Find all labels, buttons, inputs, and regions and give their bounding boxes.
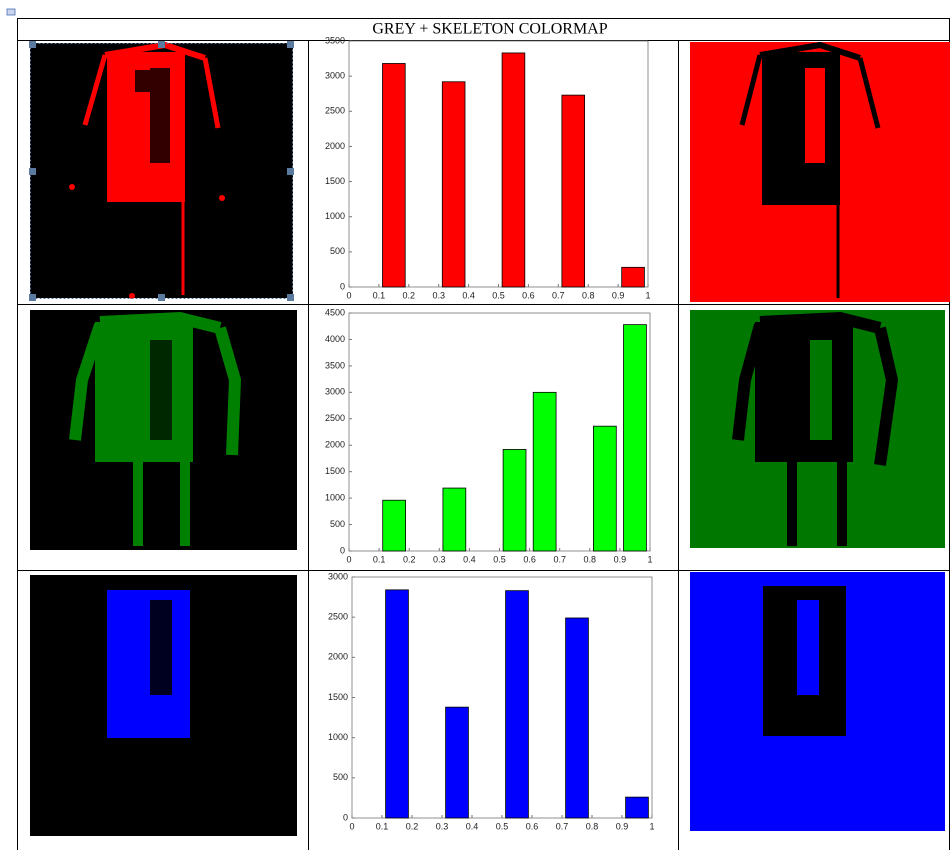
histogram-bar xyxy=(443,488,466,551)
y-tick-label: 1000 xyxy=(328,732,348,742)
histogram-bar xyxy=(533,392,556,551)
y-tick-label: 500 xyxy=(333,772,348,782)
histogram-bar xyxy=(626,797,649,818)
histogram-bar xyxy=(502,53,525,287)
y-tick-label: 2500 xyxy=(325,106,345,116)
x-tick-label: 0.7 xyxy=(553,554,566,564)
histogram-bar xyxy=(622,267,645,287)
y-tick-label: 3500 xyxy=(325,35,345,45)
y-tick-label: 0 xyxy=(340,545,345,555)
x-tick-label: 0.4 xyxy=(462,290,475,300)
histogram-bar xyxy=(442,82,465,287)
y-tick-label: 3000 xyxy=(325,387,345,397)
red-skeleton-image xyxy=(30,43,293,299)
x-tick-label: 0.9 xyxy=(616,821,629,831)
y-tick-label: 3000 xyxy=(328,571,348,581)
green-skeleton-image xyxy=(30,310,297,550)
x-tick-label: 0.9 xyxy=(614,554,627,564)
histogram-bar xyxy=(624,325,647,551)
y-tick-label: 500 xyxy=(330,246,345,256)
y-tick-label: 0 xyxy=(340,281,345,291)
x-tick-label: 0.3 xyxy=(433,554,446,564)
x-tick-label: 0 xyxy=(346,554,351,564)
y-tick-label: 1500 xyxy=(325,466,345,476)
anchor-icon xyxy=(7,9,15,15)
blue-skeleton-image xyxy=(30,575,297,836)
y-tick-label: 2500 xyxy=(328,612,348,622)
y-tick-label: 500 xyxy=(330,519,345,529)
x-tick-label: 0.5 xyxy=(493,554,506,564)
y-tick-label: 2000 xyxy=(328,652,348,662)
x-tick-label: 0.5 xyxy=(496,821,509,831)
histogram-bar xyxy=(593,426,616,551)
x-tick-label: 0.8 xyxy=(586,821,599,831)
y-tick-label: 4000 xyxy=(325,334,345,344)
x-tick-label: 0.4 xyxy=(466,821,479,831)
y-tick-label: 1500 xyxy=(325,176,345,186)
histogram-bar xyxy=(503,449,526,551)
blue-inverse-image xyxy=(690,572,945,831)
histogram-bar xyxy=(386,590,409,818)
x-tick-label: 0.2 xyxy=(403,290,416,300)
page: GREY + SKELETON COLORMAP xyxy=(0,0,952,850)
x-tick-label: 0.8 xyxy=(584,554,597,564)
green-inverse-image xyxy=(690,310,945,548)
red-inverse-image xyxy=(690,42,950,302)
x-tick-label: 0.3 xyxy=(432,290,445,300)
y-tick-label: 4500 xyxy=(325,307,345,317)
histogram-bar xyxy=(382,63,405,287)
x-tick-label: 0 xyxy=(349,821,354,831)
x-tick-label: 0.2 xyxy=(406,821,419,831)
histogram-bar xyxy=(383,500,406,551)
x-tick-label: 0.8 xyxy=(582,290,595,300)
x-tick-label: 0.3 xyxy=(436,821,449,831)
histogram-bar xyxy=(566,618,589,818)
y-tick-label: 1000 xyxy=(325,492,345,502)
histogram-bar xyxy=(562,95,585,287)
table-title: GREY + SKELETON COLORMAP xyxy=(372,21,607,38)
x-tick-label: 0.1 xyxy=(373,290,386,300)
x-tick-label: 0.7 xyxy=(556,821,569,831)
x-tick-label: 0.6 xyxy=(523,554,536,564)
y-tick-label: 1500 xyxy=(328,692,348,702)
x-tick-label: 1 xyxy=(647,554,652,564)
y-tick-label: 2000 xyxy=(325,440,345,450)
y-tick-label: 2000 xyxy=(325,141,345,151)
x-tick-label: 0.7 xyxy=(552,290,565,300)
histogram-bar xyxy=(446,707,469,818)
x-tick-label: 0.9 xyxy=(612,290,625,300)
y-tick-label: 1000 xyxy=(325,211,345,221)
x-tick-label: 0.1 xyxy=(376,821,389,831)
y-tick-label: 0 xyxy=(343,812,348,822)
x-tick-label: 1 xyxy=(649,821,654,831)
y-tick-label: 3000 xyxy=(325,71,345,81)
x-tick-label: 0.1 xyxy=(373,554,386,564)
y-tick-label: 3500 xyxy=(325,360,345,370)
x-tick-label: 0.2 xyxy=(403,554,416,564)
x-tick-label: 1 xyxy=(645,290,650,300)
x-tick-label: 0.6 xyxy=(522,290,535,300)
x-tick-label: 0 xyxy=(346,290,351,300)
x-tick-label: 0.4 xyxy=(463,554,476,564)
histogram-bar xyxy=(506,591,529,818)
x-tick-label: 0.5 xyxy=(492,290,505,300)
x-tick-label: 0.6 xyxy=(526,821,539,831)
y-tick-label: 2500 xyxy=(325,413,345,423)
